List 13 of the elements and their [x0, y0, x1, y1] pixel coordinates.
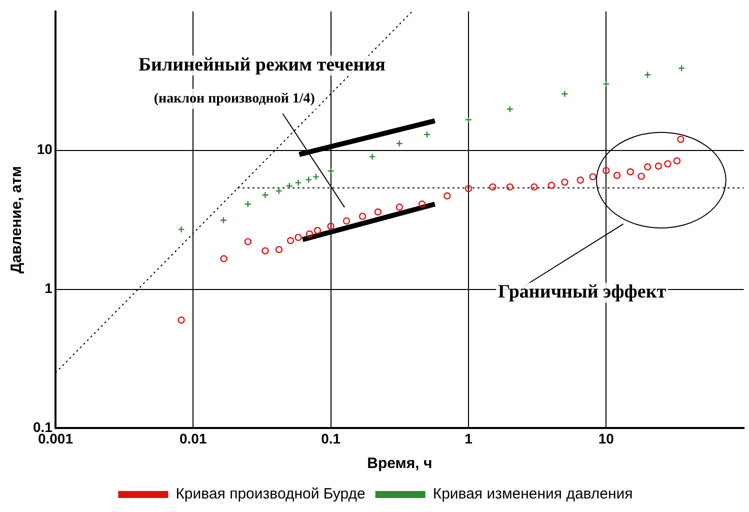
x-axis-title: Время, ч — [367, 455, 432, 472]
annotation: (наклон производной 1/4) — [154, 92, 316, 107]
annotation: Билинейный режим течения — [138, 54, 386, 76]
x-tick-label: 10 — [598, 430, 614, 446]
legend-label: Кривая производной Бурде — [176, 486, 366, 503]
x-tick-label: 0.01 — [180, 430, 207, 446]
y-tick-label: 1 — [44, 280, 53, 296]
x-tick-label: 1 — [464, 430, 473, 446]
x-tick-label: 0.1 — [321, 430, 341, 446]
y-tick-label: 10 — [36, 141, 53, 158]
y-axis-title: Давление, атм — [8, 166, 26, 274]
annotation: Граничный эффект — [498, 282, 667, 303]
legend-label: Кривая изменения давления — [432, 486, 633, 503]
